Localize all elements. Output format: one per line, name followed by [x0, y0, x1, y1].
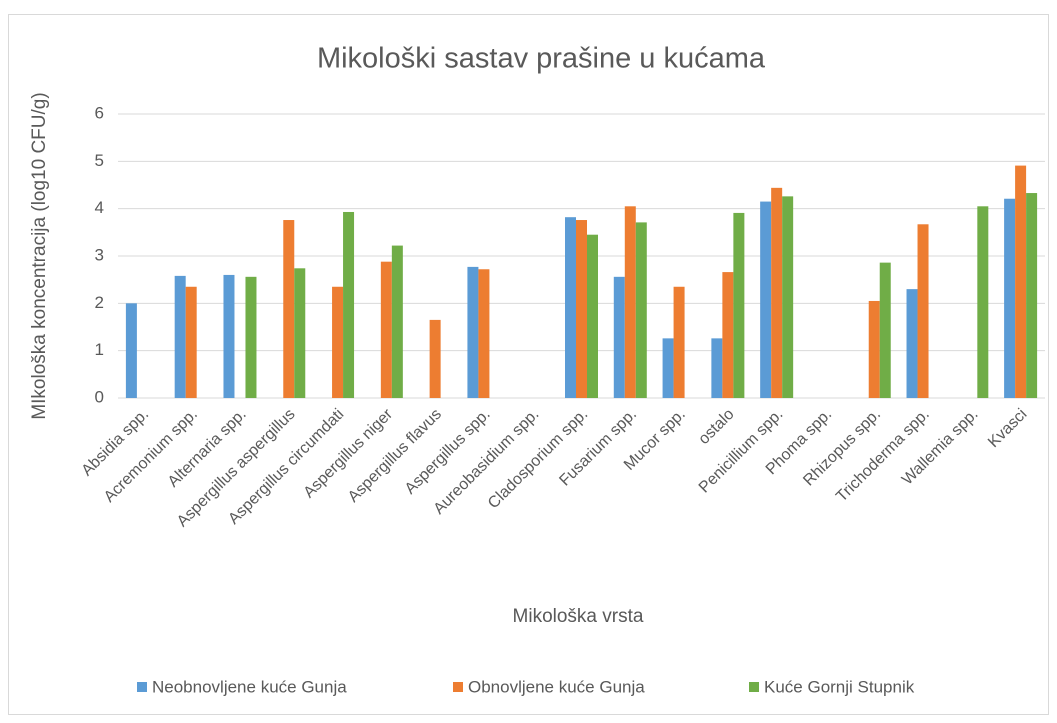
chart-title: Mikološki sastav prašine u kućama	[317, 43, 766, 75]
bar	[733, 212, 745, 398]
y-tick-label: 5	[95, 151, 104, 170]
bar	[429, 319, 441, 398]
legend-label: Kuće Gornji Stupnik	[764, 677, 915, 696]
x-axis-title: Mikološka vrsta	[513, 606, 644, 627]
bar	[391, 245, 403, 398]
legend-label: Obnovljene kuće Gunja	[468, 677, 645, 696]
bar	[917, 224, 929, 398]
y-axis-title: MIkološka koncentracija (log10 CFU/g)	[29, 92, 50, 419]
bar	[722, 272, 734, 398]
y-tick-label: 2	[95, 293, 104, 312]
y-tick-label: 1	[95, 340, 104, 359]
bar	[1004, 198, 1016, 398]
legend-label: Neobnovljene kuće Gunja	[152, 677, 347, 696]
bar	[185, 286, 197, 398]
bar	[868, 300, 880, 398]
bar	[294, 268, 306, 398]
bar	[478, 269, 490, 398]
legend-swatch	[749, 682, 759, 692]
y-tick-label: 0	[95, 387, 104, 406]
bar	[587, 234, 598, 398]
bar	[673, 286, 685, 398]
bar	[624, 206, 636, 398]
y-tick-label: 6	[95, 103, 104, 122]
bar	[223, 274, 235, 398]
bar	[380, 261, 392, 398]
bar	[245, 276, 257, 398]
bar	[906, 289, 918, 398]
bar	[283, 220, 295, 398]
bar	[760, 201, 772, 398]
bar	[613, 276, 625, 398]
bar	[174, 275, 186, 398]
bar	[635, 222, 647, 398]
bar	[467, 266, 479, 398]
bar	[711, 338, 723, 398]
bar	[1026, 193, 1038, 398]
bar	[977, 206, 989, 398]
bar	[576, 220, 587, 398]
bar	[1015, 165, 1027, 398]
bar	[332, 286, 344, 398]
bar	[771, 187, 783, 398]
bar	[662, 338, 674, 398]
bar	[782, 196, 794, 398]
legend-swatch	[453, 682, 463, 692]
legend-swatch	[137, 682, 147, 692]
bar	[125, 303, 137, 398]
bar	[879, 262, 891, 398]
bar	[565, 217, 576, 398]
bar	[343, 211, 355, 398]
y-tick-label: 4	[95, 198, 104, 217]
y-tick-label: 3	[95, 245, 104, 264]
